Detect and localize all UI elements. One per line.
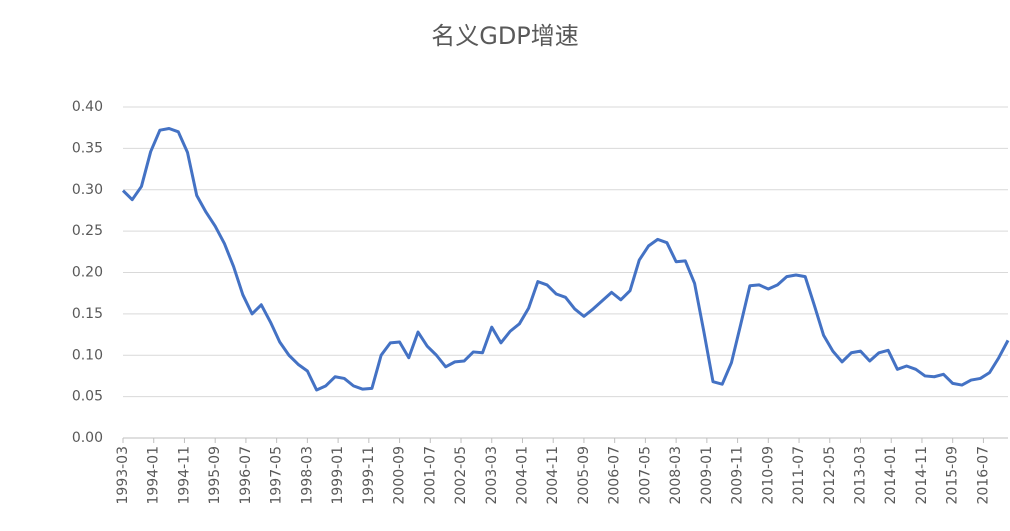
x-tick-label: 1998-03 xyxy=(299,446,315,505)
x-tick-label: 2014-11 xyxy=(914,446,930,505)
x-tick-label: 1994-11 xyxy=(176,446,192,505)
x-tick-label: 2009-11 xyxy=(730,446,746,505)
y-tick-label: 0.05 xyxy=(72,389,103,405)
x-tick-label: 1999-01 xyxy=(330,446,346,505)
x-tick-label: 2010-09 xyxy=(760,446,776,505)
x-tick-label: 2014-01 xyxy=(883,446,899,505)
x-tick-label: 2013-03 xyxy=(853,446,869,505)
x-tick-label: 1997-05 xyxy=(269,446,285,505)
x-tick-label: 1995-09 xyxy=(207,446,223,505)
x-tick-label: 2007-05 xyxy=(637,446,653,505)
y-tick-label: 0.30 xyxy=(72,182,103,198)
x-tick-label: 2002-05 xyxy=(453,446,469,505)
x-tick-label: 2004-11 xyxy=(545,446,561,505)
y-tick-label: 0.15 xyxy=(72,306,103,322)
x-tick-label: 2008-03 xyxy=(668,446,684,505)
line-series xyxy=(121,127,1010,392)
x-tick-label: 2009-01 xyxy=(699,446,715,505)
x-tick-label: 2005-09 xyxy=(576,446,592,505)
x-tick-label: 2001-07 xyxy=(422,446,438,505)
y-tick-label: 0.35 xyxy=(72,140,103,156)
x-tick-label: 1993-03 xyxy=(115,446,131,505)
y-tick-label: 0.20 xyxy=(72,265,103,281)
x-tick-label: 2011-07 xyxy=(791,446,807,505)
x-tick-label: 2016-07 xyxy=(975,446,991,505)
y-tick-label: 0.00 xyxy=(72,430,103,446)
chart-title: 名义GDP增速 xyxy=(431,22,579,50)
x-tick-label: 2006-07 xyxy=(607,446,623,505)
x-tick-label: 1994-01 xyxy=(146,446,162,505)
y-tick-label: 0.10 xyxy=(72,347,103,363)
y-tick-label: 0.40 xyxy=(72,99,103,115)
x-tick-label: 1999-11 xyxy=(361,446,377,505)
x-tick-label: 2000-09 xyxy=(392,446,408,505)
y-tick-label: 0.25 xyxy=(72,223,103,239)
x-tick-label: 2004-01 xyxy=(514,446,530,505)
x-tick-label: 2003-03 xyxy=(484,446,500,505)
x-tick-label: 2012-05 xyxy=(822,446,838,505)
x-tick-label: 2015-09 xyxy=(945,446,961,505)
x-tick-label: 1996-07 xyxy=(238,446,254,505)
